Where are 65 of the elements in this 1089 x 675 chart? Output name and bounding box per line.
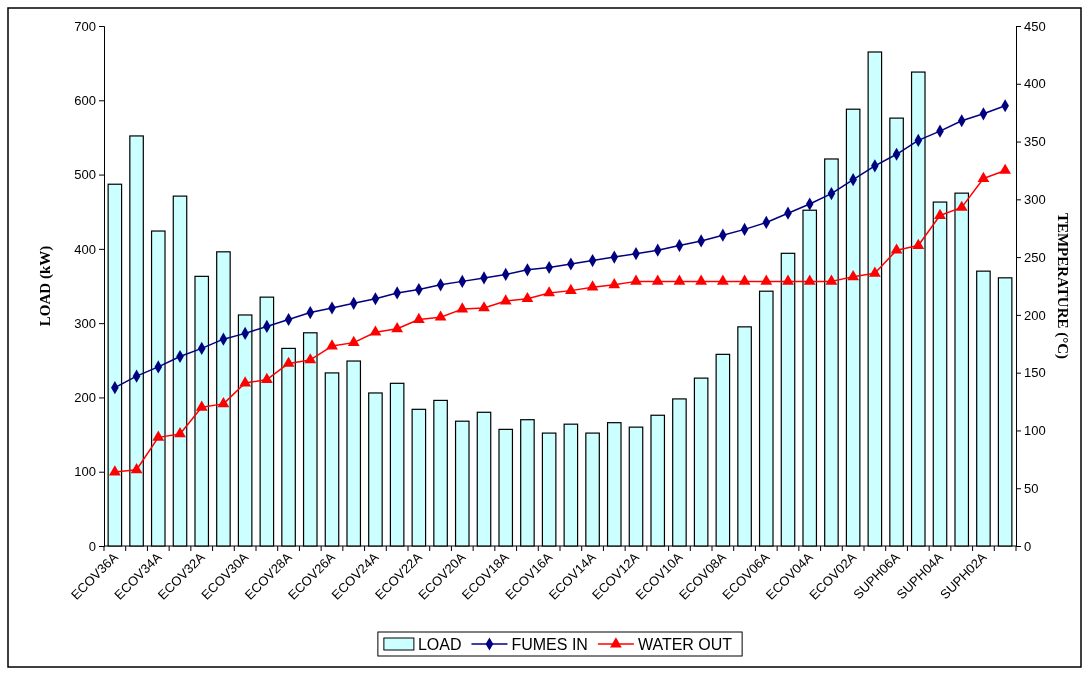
y-tick-label: 600 bbox=[74, 92, 96, 108]
point bbox=[977, 171, 990, 182]
point bbox=[326, 339, 338, 350]
point bbox=[217, 397, 230, 408]
y-tick-label: 300 bbox=[74, 315, 96, 331]
y2-tick-label: 350 bbox=[1024, 134, 1046, 150]
point bbox=[890, 243, 903, 254]
point bbox=[543, 286, 556, 297]
point bbox=[847, 269, 860, 281]
y2-axis-title: TEMPERATURE (°C) bbox=[1054, 212, 1071, 360]
y-axis-title: LOAD (kW) bbox=[37, 245, 54, 327]
point bbox=[282, 356, 295, 367]
y2-tick-label: 400 bbox=[1024, 76, 1046, 92]
point bbox=[304, 353, 317, 364]
y2-tick-label: 450 bbox=[1024, 18, 1046, 34]
point bbox=[738, 274, 751, 285]
y-tick-label: 500 bbox=[74, 167, 96, 183]
legend-label: LOAD bbox=[417, 636, 462, 653]
y-tick-label: 100 bbox=[74, 464, 96, 480]
point bbox=[912, 238, 925, 249]
y2-tick-label: 200 bbox=[1024, 307, 1046, 323]
y2-tick-label: 0 bbox=[1024, 538, 1032, 554]
point bbox=[760, 274, 773, 285]
point bbox=[934, 208, 946, 219]
point bbox=[478, 301, 490, 312]
legend-label: WATER OUT bbox=[637, 636, 733, 653]
point bbox=[868, 266, 881, 277]
y2-tick-label: 100 bbox=[1024, 423, 1046, 439]
point bbox=[673, 274, 686, 285]
point bbox=[369, 325, 382, 336]
point bbox=[630, 274, 642, 285]
point bbox=[564, 283, 577, 295]
point bbox=[782, 274, 794, 285]
y2-tick-label: 50 bbox=[1024, 480, 1039, 496]
point bbox=[456, 302, 469, 313]
y2-tick-label: 250 bbox=[1024, 249, 1046, 265]
legend-label: FUMES IN bbox=[511, 636, 588, 653]
y-tick-label: 200 bbox=[74, 390, 96, 406]
point bbox=[521, 291, 534, 303]
point bbox=[651, 274, 664, 285]
point bbox=[108, 465, 121, 476]
point bbox=[239, 376, 252, 387]
point bbox=[347, 335, 360, 347]
point bbox=[391, 321, 404, 333]
point bbox=[195, 400, 208, 411]
point bbox=[260, 372, 273, 383]
y-tick-label: 700 bbox=[74, 18, 96, 34]
point bbox=[412, 312, 425, 323]
point bbox=[174, 427, 186, 438]
point bbox=[695, 274, 708, 285]
point bbox=[586, 280, 599, 291]
y-tick-label: 400 bbox=[74, 241, 96, 257]
point bbox=[825, 274, 838, 285]
point bbox=[716, 274, 729, 285]
point bbox=[499, 294, 512, 305]
y2-tick-label: 150 bbox=[1024, 365, 1046, 381]
point bbox=[999, 163, 1012, 174]
y-tick-label: 0 bbox=[88, 538, 96, 554]
point bbox=[152, 430, 165, 441]
point bbox=[434, 310, 447, 321]
point bbox=[608, 278, 621, 289]
point bbox=[955, 200, 968, 211]
point bbox=[803, 274, 816, 285]
y2-tick-label: 300 bbox=[1024, 191, 1046, 207]
point bbox=[130, 462, 143, 474]
